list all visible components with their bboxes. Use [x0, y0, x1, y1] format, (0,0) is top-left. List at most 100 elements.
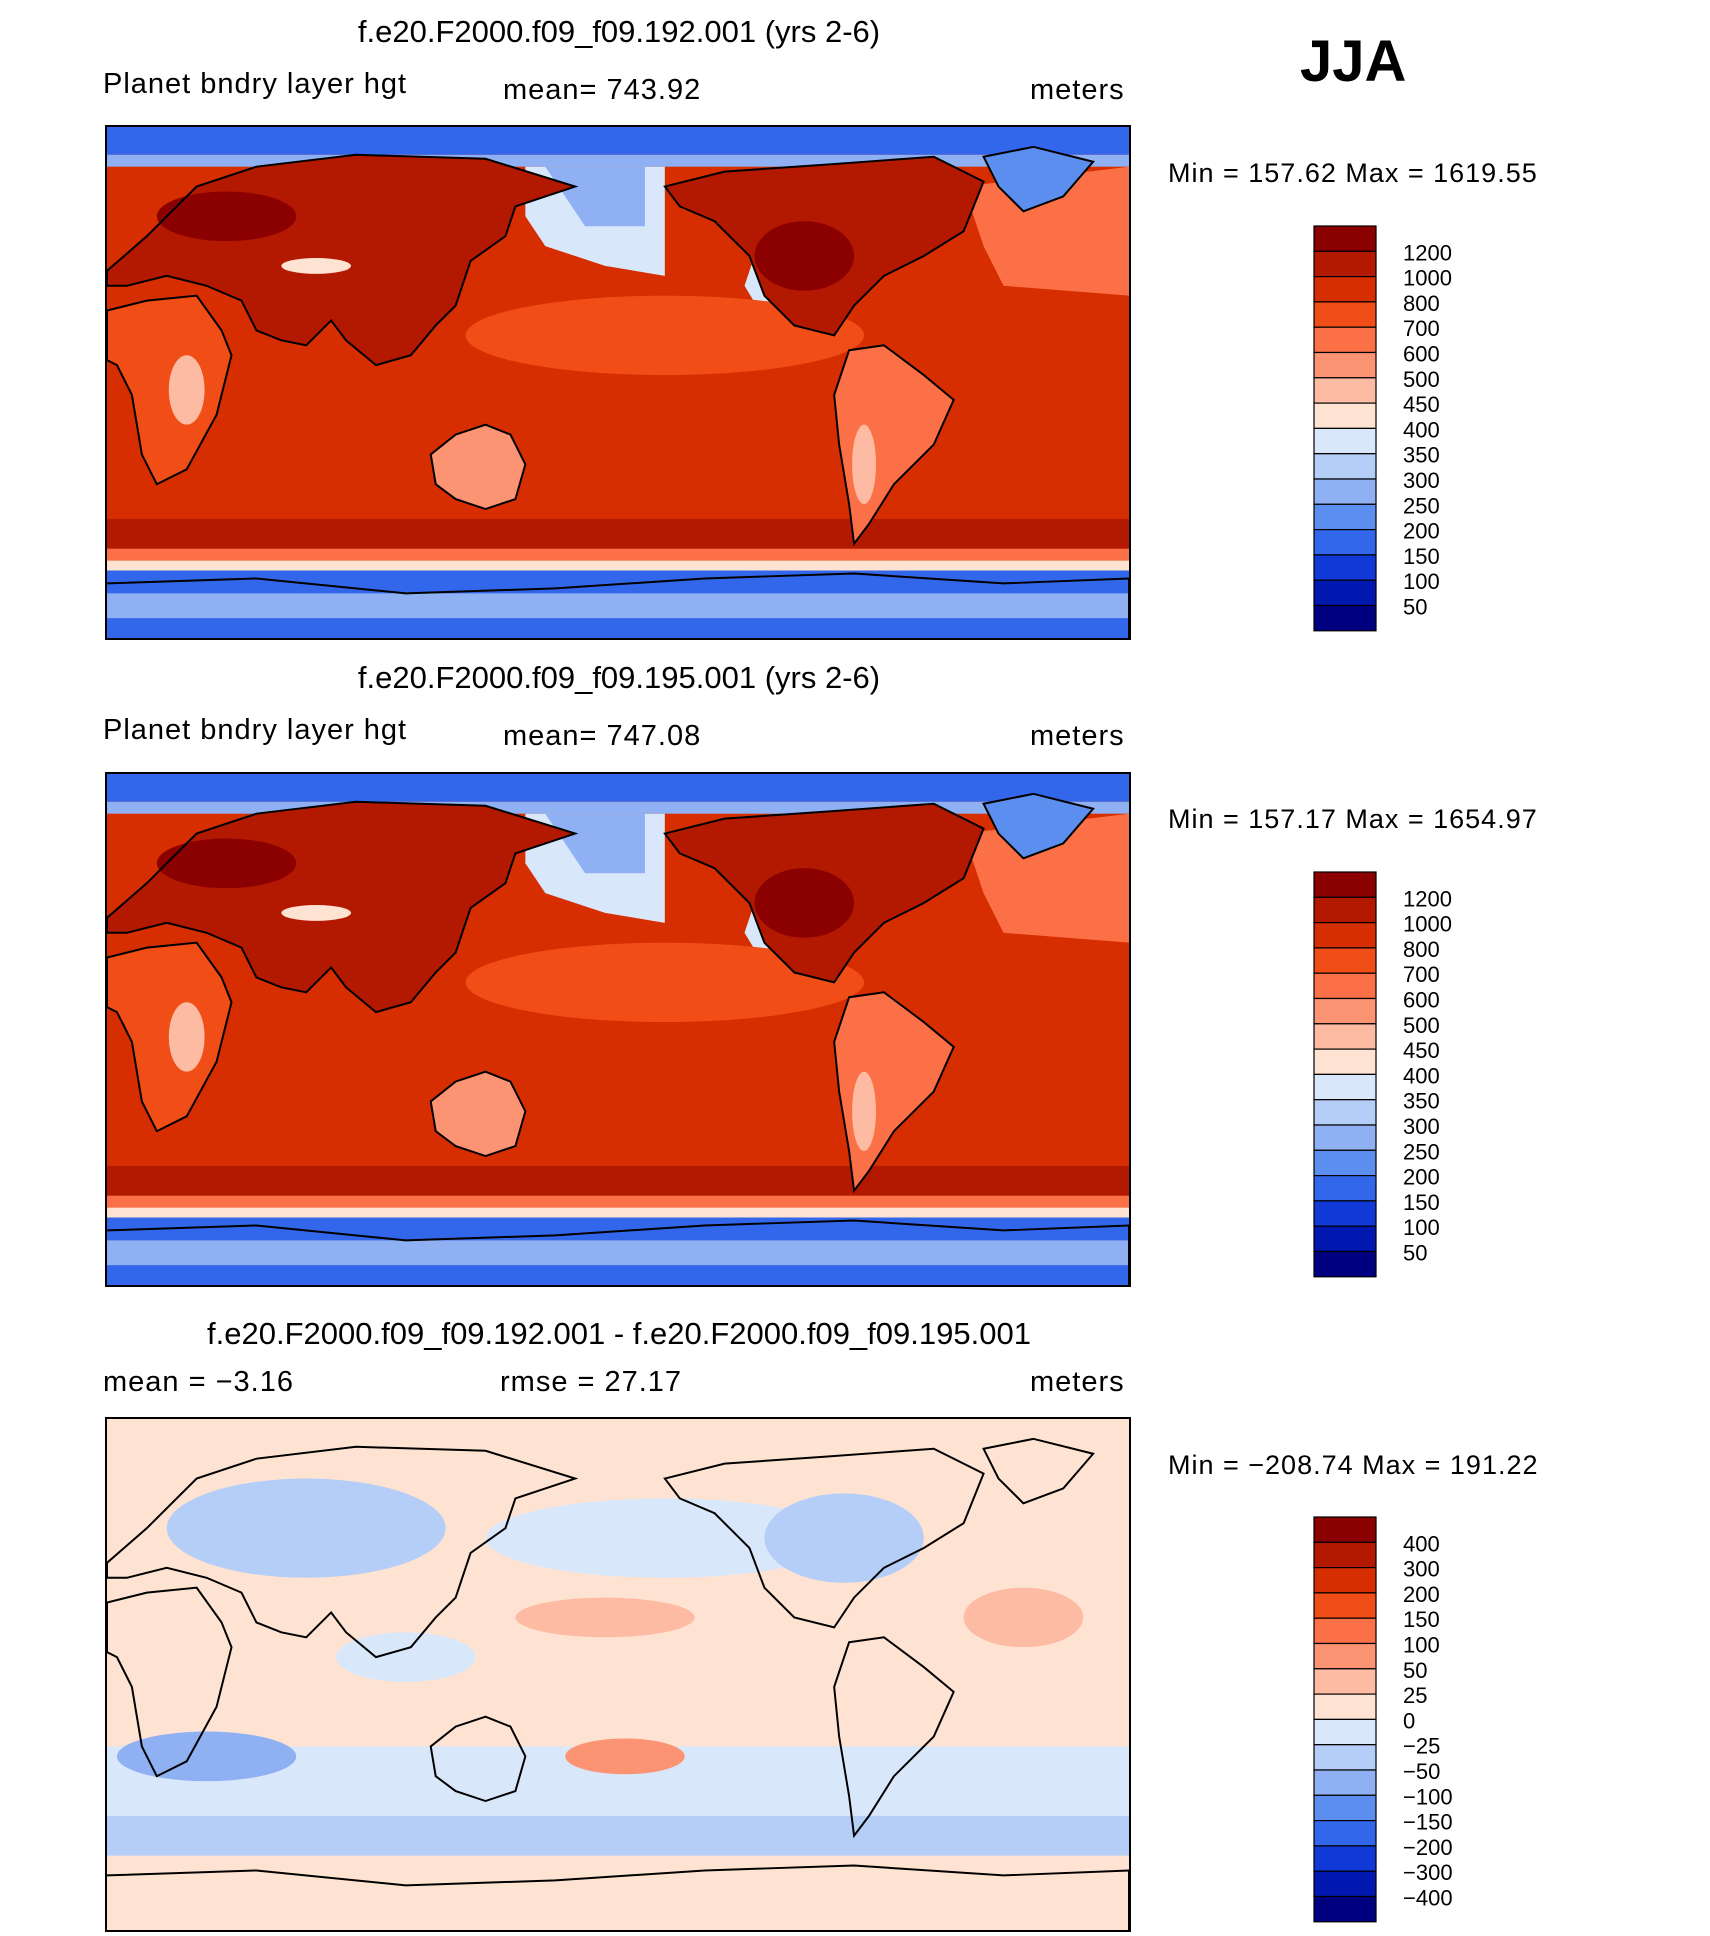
- colorbar-tick-label: 600: [1403, 988, 1440, 1013]
- colorbar-swatch: [1313, 301, 1377, 328]
- field-tropics: [465, 942, 865, 1023]
- colorbar-swatch: [1313, 1073, 1377, 1101]
- field-arctic-edge: [107, 154, 1129, 167]
- coastline: [429, 1715, 527, 1803]
- field-australia: [430, 1071, 526, 1157]
- colorbar-swatch: [1313, 972, 1377, 1000]
- contour-fill: [107, 1419, 1129, 1930]
- colorbar-tick-label: 50: [1403, 1241, 1427, 1266]
- field-natlantic: [963, 166, 1129, 296]
- field-arctic: [107, 774, 1129, 802]
- colorbar-swatch: [1313, 1250, 1377, 1278]
- panel2-units-label: meters: [1030, 720, 1125, 752]
- colorbar-tick-label: 300: [1403, 468, 1440, 493]
- colorbar-tick-label: −150: [1403, 1810, 1453, 1835]
- coastline: [663, 155, 985, 337]
- colorbar-swatch: [1313, 503, 1377, 531]
- colorbar-swatch: [1313, 478, 1377, 505]
- colorbar-tick-label: −50: [1403, 1759, 1440, 1784]
- colorbar-swatch: [1313, 921, 1377, 949]
- field-asia-neg: [166, 1478, 446, 1578]
- field-so-dark: [107, 1165, 1129, 1196]
- colorbar-swatch: [1313, 1718, 1377, 1746]
- coastline: [107, 1586, 233, 1778]
- contour-fill: [107, 127, 1129, 638]
- colorbar-swatch: [1313, 529, 1377, 556]
- panel1-variable-label: Planet bndry layer hgt: [103, 68, 408, 100]
- coastline: [107, 294, 233, 486]
- colorbar-tick-label: 200: [1403, 1582, 1440, 1607]
- colorbar-swatch: [1313, 1744, 1377, 1771]
- panel3-map: [105, 1417, 1131, 1932]
- colorbar-svg: 1200100080070060050045040035030025020015…: [1313, 871, 1452, 1278]
- colorbar-tick-label: −25: [1403, 1734, 1440, 1759]
- coastline: [982, 145, 1095, 213]
- colorbar-tick-label: 1200: [1403, 240, 1452, 265]
- colorbar-swatch: [1313, 1693, 1377, 1721]
- colorbar-tick-label: 350: [1403, 443, 1440, 468]
- field-africa-light: [168, 1002, 205, 1072]
- coastlines: [107, 792, 1129, 1285]
- coastline: [982, 792, 1095, 860]
- colorbar-tick-label: 50: [1403, 1658, 1427, 1683]
- field-australia: [430, 424, 526, 510]
- colorbar-tick-label: 100: [1403, 1215, 1440, 1240]
- field-andes: [852, 424, 876, 505]
- colorbar-swatch: [1313, 871, 1377, 898]
- colorbar-tick-label: 100: [1403, 1633, 1440, 1658]
- coastline: [429, 423, 527, 511]
- field-so-dark: [107, 518, 1129, 549]
- colorbar-swatch: [1313, 427, 1377, 455]
- colorbar-tick-label: 450: [1403, 1038, 1440, 1063]
- colorbar-tick-label: 600: [1403, 342, 1440, 367]
- colorbar-tick-label: −400: [1403, 1886, 1453, 1911]
- colorbar-tick-label: 300: [1403, 1557, 1440, 1582]
- colorbar-tick-label: 800: [1403, 291, 1440, 316]
- colorbar-tick-label: 150: [1403, 1607, 1440, 1632]
- season-label: JJA: [1300, 29, 1407, 94]
- panel1-minmax: Min = 157.62 Max = 1619.55: [1168, 158, 1538, 188]
- colorbar-tick-label: 200: [1403, 519, 1440, 544]
- field-arctic-edge: [107, 801, 1129, 814]
- colorbar-swatch: [1313, 1820, 1377, 1847]
- panel2-map: [105, 772, 1131, 1287]
- field-greenland: [983, 793, 1094, 859]
- colorbar-svg: 1200100080070060050045040035030025020015…: [1313, 225, 1452, 632]
- panel1-colorbar: 1200 1000 800 700 600 500 450 400 350 300 250 200 15…: [1313, 225, 1493, 634]
- colorbar-swatch: [1313, 1048, 1377, 1076]
- colorbar-tick-label: 800: [1403, 937, 1440, 962]
- colorbar-swatch: [1313, 997, 1377, 1025]
- field-arctic: [107, 127, 1129, 155]
- colorbar-tick-label: 700: [1403, 962, 1440, 987]
- field-tpac-pos: [515, 1597, 695, 1638]
- colorbar-swatch: [1313, 1617, 1377, 1645]
- contour-fill: [107, 774, 1129, 1285]
- coastline: [107, 800, 579, 1014]
- coastline: [833, 991, 955, 1194]
- colorbar-swatch: [1313, 402, 1377, 430]
- field-so-light: [107, 1207, 1129, 1218]
- coastlines: [107, 145, 1129, 638]
- field-asia-core: [156, 191, 297, 242]
- field-npacific-core: [545, 166, 645, 227]
- colorbar-tick-label: 450: [1403, 392, 1440, 417]
- colorbar-tick-label: 200: [1403, 1165, 1440, 1190]
- colorbar-swatch: [1313, 896, 1377, 924]
- colorbar-swatch: [1313, 453, 1377, 480]
- panel3-mean-label: mean = −3.16: [103, 1366, 294, 1398]
- colorbar-swatch: [1313, 377, 1377, 404]
- colorbar-swatch: [1313, 1149, 1377, 1177]
- panel1-units-label: meters: [1030, 74, 1125, 106]
- colorbar-tick-label: 500: [1403, 367, 1440, 392]
- panel1-map: [105, 125, 1131, 640]
- panel3-title: f.e20.F2000.f09_f09.192.001 - f.e20.F200…: [207, 1316, 1031, 1351]
- panel1-title: f.e20.F2000.f09_f09.192.001 (yrs 2-6): [357, 14, 881, 49]
- coastline: [107, 941, 233, 1133]
- field-na-neg: [764, 1493, 924, 1583]
- colorbar-tick-label: 1000: [1403, 912, 1452, 937]
- colorbar-swatch: [1313, 1200, 1377, 1227]
- coastline: [833, 1636, 955, 1839]
- coastline-antarctica: [107, 1864, 1129, 1930]
- colorbar-tick-label: 400: [1403, 1063, 1440, 1088]
- field-io-neg: [336, 1632, 476, 1682]
